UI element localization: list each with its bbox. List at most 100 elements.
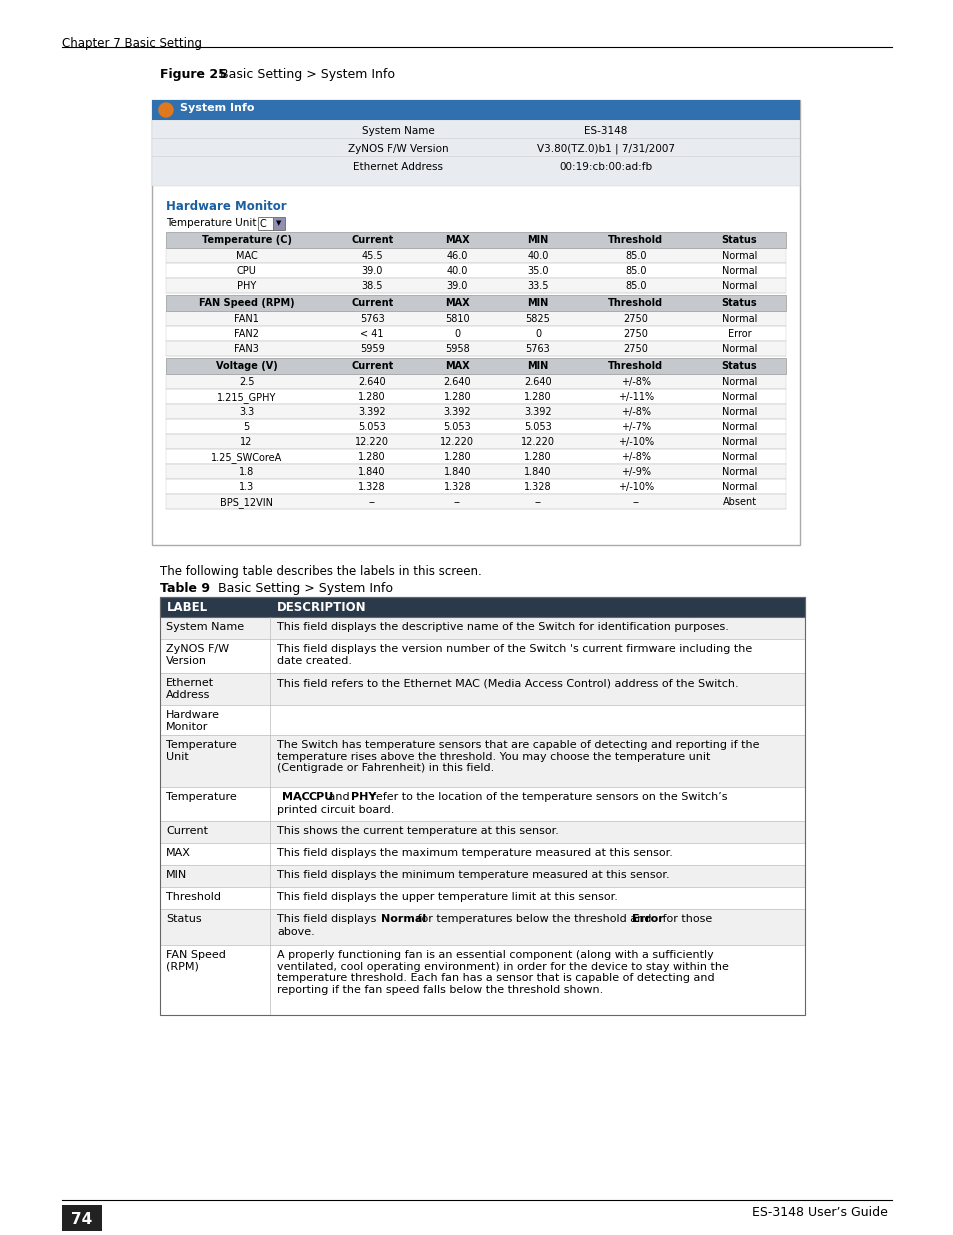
Text: 39.0: 39.0 — [446, 282, 468, 291]
Bar — [152, 100, 800, 120]
Text: Chapter 7 Basic Setting: Chapter 7 Basic Setting — [62, 37, 202, 49]
Text: Normal: Normal — [721, 282, 757, 291]
Bar — [160, 844, 804, 864]
Bar — [166, 479, 785, 494]
Text: +/-10%: +/-10% — [617, 437, 653, 447]
Text: ZyNOS F/W
Version: ZyNOS F/W Version — [166, 643, 229, 666]
Text: Error: Error — [632, 914, 663, 924]
Text: +/-7%: +/-7% — [620, 422, 650, 432]
Text: 46.0: 46.0 — [446, 251, 468, 261]
Text: 1.280: 1.280 — [443, 452, 471, 462]
Text: 1.280: 1.280 — [443, 391, 471, 403]
Text: 2.640: 2.640 — [523, 377, 551, 387]
Bar — [166, 374, 785, 389]
Text: +/-8%: +/-8% — [620, 408, 650, 417]
Text: Temperature
Unit: Temperature Unit — [166, 740, 236, 762]
Text: System Info: System Info — [180, 103, 254, 112]
Bar — [166, 248, 785, 263]
Text: CPU: CPU — [309, 792, 334, 802]
Text: 1.215_GPHY: 1.215_GPHY — [216, 391, 276, 403]
Text: FAN Speed (RPM): FAN Speed (RPM) — [198, 298, 294, 308]
Bar — [166, 295, 785, 311]
Text: 85.0: 85.0 — [624, 282, 646, 291]
Text: --: -- — [534, 496, 541, 508]
Text: 12.220: 12.220 — [355, 437, 389, 447]
Text: < 41: < 41 — [360, 329, 383, 338]
Text: Threshold: Threshold — [607, 298, 662, 308]
Bar — [166, 326, 785, 341]
Bar — [160, 821, 804, 844]
Text: refer to the location of the temperature sensors on the Switch’s: refer to the location of the temperature… — [367, 792, 726, 802]
Text: Normal: Normal — [721, 467, 757, 477]
Text: This field displays the upper temperature limit at this sensor.: This field displays the upper temperatur… — [276, 892, 618, 902]
Text: for temperatures below the threshold and: for temperatures below the threshold and — [414, 914, 654, 924]
Text: Threshold: Threshold — [607, 361, 662, 370]
Bar — [166, 450, 785, 464]
Text: Normal: Normal — [721, 437, 757, 447]
Text: Normal: Normal — [721, 251, 757, 261]
Text: 3.392: 3.392 — [443, 408, 471, 417]
Bar — [273, 217, 285, 230]
Bar — [166, 419, 785, 433]
Text: Current: Current — [351, 361, 393, 370]
Text: Status: Status — [720, 235, 757, 245]
Text: ▼: ▼ — [275, 220, 281, 226]
Text: FAN2: FAN2 — [233, 329, 259, 338]
Text: Normal: Normal — [721, 314, 757, 324]
Bar — [160, 638, 804, 673]
Text: above.: above. — [276, 927, 314, 937]
Text: This field displays the descriptive name of the Switch for identification purpos: This field displays the descriptive name… — [276, 622, 728, 632]
Bar — [160, 945, 804, 1015]
Text: 74: 74 — [71, 1212, 92, 1226]
Bar — [160, 909, 804, 945]
Bar — [160, 864, 804, 887]
Bar — [160, 597, 804, 1015]
Bar — [166, 494, 785, 509]
Text: Normal: Normal — [721, 422, 757, 432]
Text: ZyNOS F/W Version: ZyNOS F/W Version — [348, 144, 448, 154]
Text: 1.280: 1.280 — [358, 452, 386, 462]
Text: 5.053: 5.053 — [523, 422, 551, 432]
Text: 1.328: 1.328 — [358, 482, 386, 492]
Text: 5959: 5959 — [359, 345, 384, 354]
Text: DESCRIPTION: DESCRIPTION — [276, 601, 366, 614]
Text: +/-9%: +/-9% — [620, 467, 650, 477]
Text: 1.328: 1.328 — [523, 482, 551, 492]
Text: 0: 0 — [454, 329, 460, 338]
Text: 1.840: 1.840 — [524, 467, 551, 477]
Text: MIN: MIN — [527, 298, 548, 308]
Bar — [166, 232, 785, 248]
Bar — [166, 341, 785, 356]
Text: 3.3: 3.3 — [238, 408, 253, 417]
Text: 5825: 5825 — [525, 314, 550, 324]
Text: Ethernet Address: Ethernet Address — [353, 162, 443, 172]
Text: Threshold: Threshold — [607, 235, 662, 245]
Bar — [62, 1205, 102, 1231]
Text: FAN1: FAN1 — [233, 314, 259, 324]
Text: 2750: 2750 — [622, 314, 647, 324]
Text: PHY: PHY — [236, 282, 256, 291]
Bar — [160, 787, 804, 821]
Text: The following table describes the labels in this screen.: The following table describes the labels… — [160, 564, 481, 578]
Text: 5958: 5958 — [444, 345, 469, 354]
Text: 1.328: 1.328 — [443, 482, 471, 492]
Text: 1.840: 1.840 — [358, 467, 386, 477]
Text: Hardware Monitor: Hardware Monitor — [166, 200, 286, 212]
Circle shape — [159, 103, 172, 117]
Text: ES-3148: ES-3148 — [583, 126, 627, 136]
Text: 1.25_SWCoreA: 1.25_SWCoreA — [211, 452, 282, 463]
Text: System Name: System Name — [166, 622, 244, 632]
Text: Temperature (C): Temperature (C) — [201, 235, 292, 245]
Text: 0: 0 — [535, 329, 540, 338]
Text: BPS_12VIN: BPS_12VIN — [220, 496, 273, 508]
Text: This field displays the minimum temperature measured at this sensor.: This field displays the minimum temperat… — [276, 869, 669, 881]
Bar — [166, 278, 785, 293]
Text: 40.0: 40.0 — [527, 251, 548, 261]
Text: ES-3148 User’s Guide: ES-3148 User’s Guide — [751, 1205, 887, 1219]
Text: Status: Status — [720, 361, 757, 370]
Text: This field displays: This field displays — [276, 914, 379, 924]
Text: The Switch has temperature sensors that are capable of detecting and reporting i: The Switch has temperature sensors that … — [276, 740, 759, 773]
Text: +/-8%: +/-8% — [620, 377, 650, 387]
Text: 1.280: 1.280 — [523, 452, 551, 462]
Text: 35.0: 35.0 — [527, 266, 548, 275]
